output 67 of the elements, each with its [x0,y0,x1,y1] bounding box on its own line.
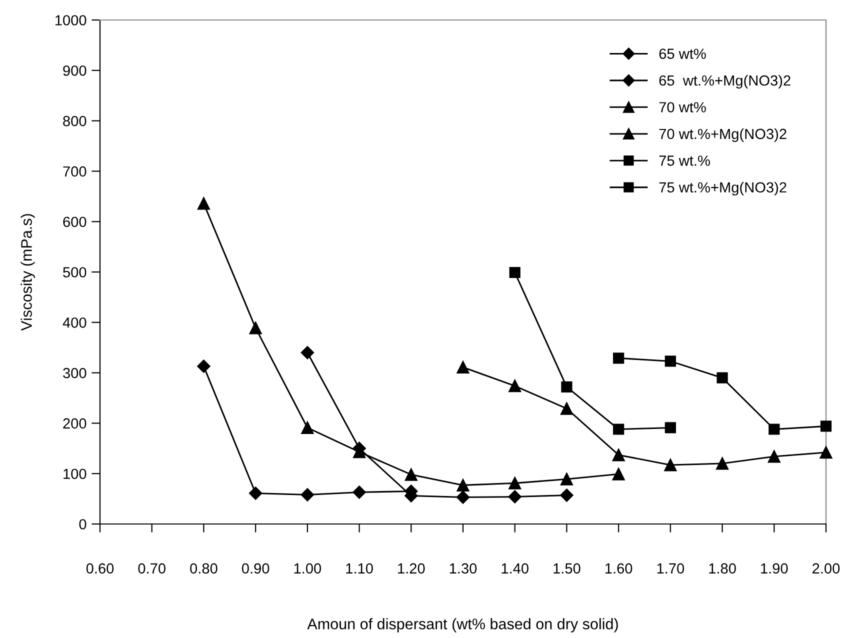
x-tick-label: 1.60 [605,563,632,574]
y-tick-label: 400 [62,318,86,328]
point [716,372,728,384]
y-tick-label: 1000 [55,15,86,26]
point [768,424,780,435]
point [300,346,314,360]
x-tick-label: 1.90 [761,563,788,574]
point [716,457,729,470]
legend-label: 75 wt.%+Mg(NO3)2 [659,182,786,196]
x-tick-label: 0.90 [242,563,270,574]
legend-label: 75 wt.% [659,156,710,166]
y-tick-label: 300 [63,368,86,378]
point [664,422,676,434]
x-tick-label: 1.70 [657,563,684,574]
x-tick-label: 1.80 [709,563,736,574]
y-axis-title: Viscosity (mPa.s) [20,214,35,331]
x-tick-label: 1.40 [502,563,528,574]
x-tick-label: 1.30 [450,563,477,574]
point [456,361,470,374]
point [456,478,470,492]
point [301,421,314,434]
point [560,472,573,486]
legend-label: 65 wt.%+Mg(NO3)2 [659,74,790,89]
point [561,381,572,392]
y-tick-label: 700 [63,166,86,177]
point [248,486,262,500]
point [404,468,418,481]
x-tick-label: 0.80 [190,563,218,574]
point [509,266,520,278]
point [664,356,676,367]
point [300,488,314,502]
point [249,322,262,334]
point [612,468,625,480]
x-tick-label: 1.10 [346,563,373,574]
y-tick-label: 200 [63,418,86,429]
point [613,424,624,435]
point [768,450,780,463]
legend-label: 65 wt% [659,48,706,59]
legend-label: 70 wt.%+Mg(NO3)2 [659,128,786,142]
x-tick-label: 0.60 [86,563,114,574]
y-tick-label: 600 [63,216,86,228]
point [612,448,625,462]
point [664,458,677,472]
y-tick-label: 100 [64,468,86,480]
point [197,360,210,373]
point [508,380,522,392]
y-tick-label: 800 [63,116,86,126]
point [820,420,832,432]
y-tick-label: 900 [63,66,86,76]
y-tick-label: 0 [79,519,86,530]
point [613,352,624,364]
x-tick-label: 1.50 [554,563,580,574]
point [352,486,366,499]
y-tick-label: 500 [63,267,86,278]
point [820,446,832,459]
x-axis-title: Amoun of dispersant (wt% based on dry solid) [307,618,618,632]
point [508,476,522,490]
x-tick-label: 2.00 [812,563,840,574]
point [508,490,522,504]
point [560,402,573,415]
x-tick-label: 1.00 [294,563,322,574]
point [456,490,470,504]
x-tick-label: 1.20 [398,563,425,574]
x-tick-label: 0.70 [138,563,166,574]
legend-label: 70 wt% [659,102,706,112]
point [197,197,210,210]
point [560,488,574,502]
